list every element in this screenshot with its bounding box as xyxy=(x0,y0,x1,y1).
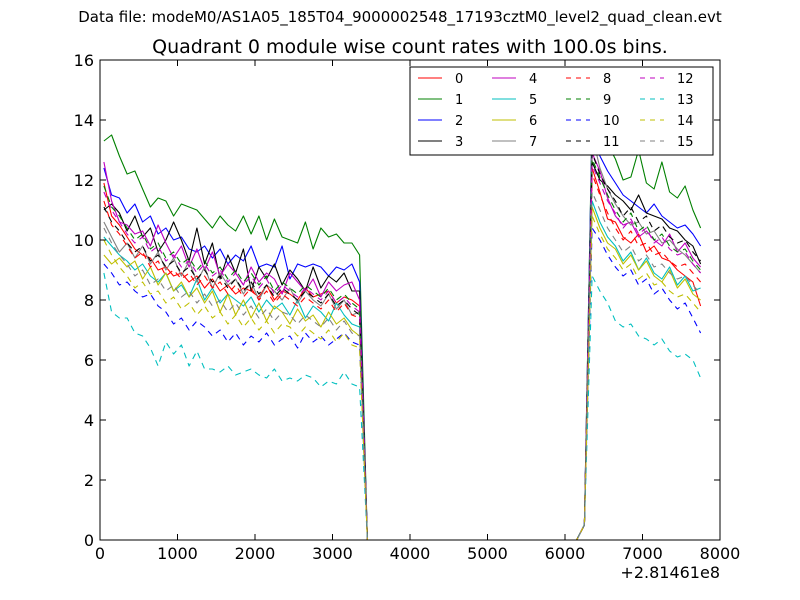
series-line-13 xyxy=(103,272,702,541)
legend-frame xyxy=(409,66,714,156)
series-line-12 xyxy=(103,164,702,541)
legend-label: 3 xyxy=(455,135,463,150)
legend-label: 13 xyxy=(677,93,694,108)
legend-label: 5 xyxy=(529,93,537,108)
legend-label: 11 xyxy=(603,135,620,150)
y-tick-label: 6 xyxy=(84,351,94,370)
series-line-15 xyxy=(103,191,702,541)
y-tick-label: 0 xyxy=(84,531,94,550)
x-tick-label: 8000 xyxy=(700,544,741,563)
legend-label: 7 xyxy=(529,135,537,150)
legend-label: 9 xyxy=(603,93,611,108)
series-line-9 xyxy=(103,158,702,541)
y-tick-label: 2 xyxy=(84,471,94,490)
x-tick-label: 3000 xyxy=(312,544,353,563)
y-tick-label: 4 xyxy=(84,411,94,430)
legend-label: 15 xyxy=(677,135,694,150)
series-line-3 xyxy=(103,161,702,541)
legend-label: 12 xyxy=(677,72,694,87)
legend-label: 4 xyxy=(529,72,537,87)
y-tick-label: 16 xyxy=(74,51,94,70)
y-tick-label: 12 xyxy=(74,171,94,190)
series-line-4 xyxy=(103,152,702,541)
x-tick-label: 2000 xyxy=(235,544,276,563)
x-tick-label: 6000 xyxy=(545,544,586,563)
series-line-11 xyxy=(103,152,702,541)
series-lines xyxy=(103,116,702,541)
x-tick-label: 4000 xyxy=(390,544,431,563)
legend-label: 2 xyxy=(455,114,463,129)
figure-suptitle: Data file: modeM0/AS1A05_185T04_90000025… xyxy=(78,8,722,26)
series-line-7 xyxy=(103,134,702,541)
series-line-10 xyxy=(103,227,702,541)
series-line-5 xyxy=(103,200,701,541)
legend-label: 8 xyxy=(603,72,611,87)
legend-label: 10 xyxy=(603,114,620,129)
series-line-2 xyxy=(103,122,702,541)
y-tick-label: 14 xyxy=(74,111,94,130)
series-line-1 xyxy=(103,116,702,541)
legend-label: 1 xyxy=(455,93,463,108)
x-tick-label: 1000 xyxy=(157,544,198,563)
series-line-0 xyxy=(103,167,702,541)
y-tick-label: 8 xyxy=(84,291,94,310)
y-tick-label: 10 xyxy=(74,231,94,250)
x-tick-label: 0 xyxy=(95,544,105,563)
x-tick-label: 7000 xyxy=(622,544,663,563)
legend-label: 14 xyxy=(677,114,694,129)
axis-ticks: 0 1000 2000 3000 4000 5000 6000 7000 80000246810… xyxy=(74,51,741,563)
x-tick-label: 5000 xyxy=(467,544,508,563)
chart-title: Quadrant 0 module wise count rates with … xyxy=(152,36,668,58)
legend-label: 0 xyxy=(455,72,463,87)
x-offset-label: +2.81461e8 xyxy=(620,563,720,582)
legend-label: 6 xyxy=(529,114,537,129)
